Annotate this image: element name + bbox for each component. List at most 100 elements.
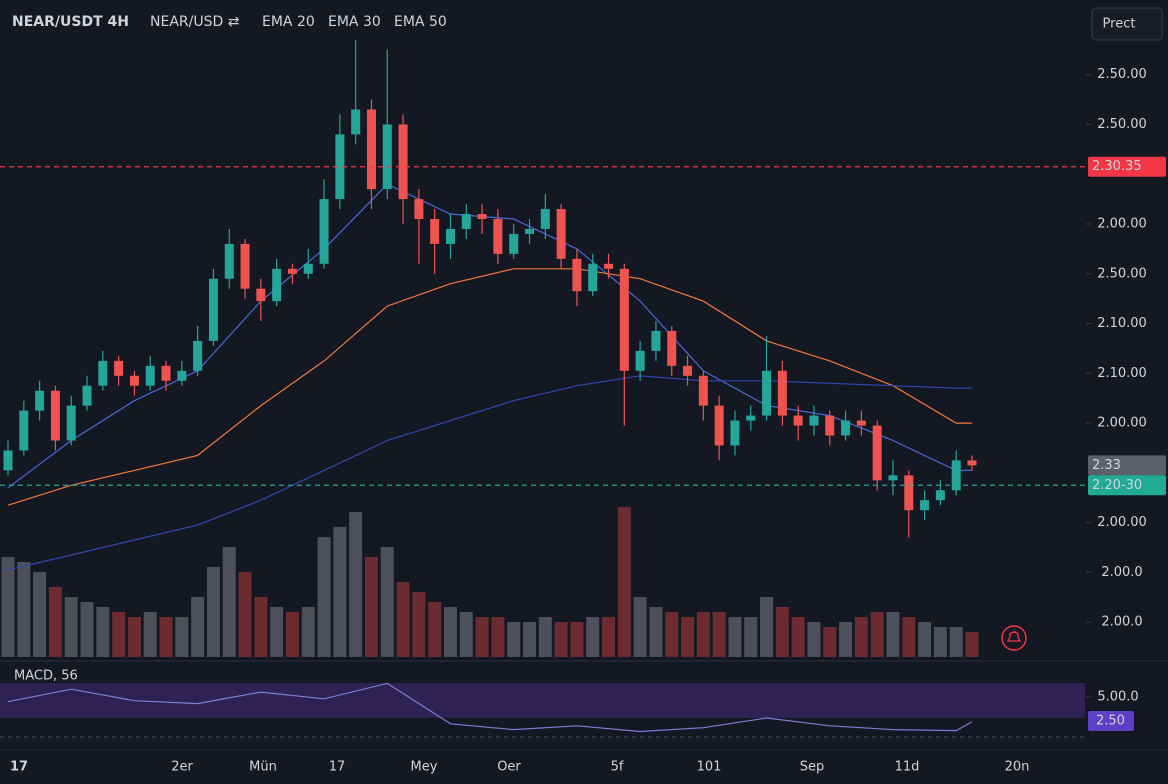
- y-tick-label: 2.00.0: [1101, 615, 1142, 630]
- candle-body: [398, 124, 408, 200]
- y-tick-label: 2.50.00: [1097, 67, 1147, 82]
- candle-body: [351, 109, 361, 135]
- volume-bar: [554, 622, 568, 657]
- candle-body: [698, 375, 708, 406]
- volume-bar: [791, 617, 805, 657]
- volume-bar: [222, 547, 236, 657]
- price-tag: [1088, 455, 1166, 476]
- volume-bar: [728, 617, 742, 657]
- candle-body: [872, 425, 882, 481]
- macd-title: MACD, 56: [14, 669, 78, 684]
- candle-body: [445, 228, 455, 244]
- y-tick-label: 2.00.0: [1101, 565, 1142, 580]
- alarm-bell[interactable]: [1006, 631, 1022, 642]
- volume-bar: [886, 612, 900, 657]
- candle-body: [619, 268, 629, 371]
- volume-bar: [696, 612, 710, 657]
- candle-body: [382, 124, 392, 190]
- volume-bar: [823, 627, 837, 657]
- volume-bar: [317, 537, 331, 657]
- candle-body: [841, 420, 851, 436]
- candle-body: [856, 420, 866, 426]
- candle-body: [35, 390, 45, 411]
- candle-body: [114, 360, 124, 376]
- pair: NEAR/USD ⇄: [150, 14, 240, 30]
- candle-body: [509, 233, 519, 254]
- price-tag-label: 2.20-30: [1092, 478, 1142, 493]
- candle-body: [145, 365, 155, 386]
- volume-bar: [17, 562, 31, 657]
- legend-entry: EMA 20: [262, 14, 315, 30]
- candle-body: [572, 258, 582, 292]
- y-tick-label: 2.00.00: [1097, 515, 1147, 530]
- volume-bar: [949, 627, 963, 657]
- candle-body: [730, 420, 740, 446]
- button-label[interactable]: Prect: [1103, 17, 1136, 32]
- volume-bar: [507, 622, 521, 657]
- volume-bar: [649, 607, 663, 657]
- candle-body: [746, 415, 756, 421]
- volume-bar: [744, 617, 758, 657]
- y-tick-label: 2.00.00: [1097, 216, 1147, 231]
- volume-bar: [538, 617, 552, 657]
- price-tag-label: 2.30.35: [1092, 159, 1142, 174]
- volume-bar: [918, 622, 932, 657]
- candle-body: [98, 360, 108, 386]
- button[interactable]: [1091, 7, 1163, 41]
- candle-body: [935, 490, 945, 501]
- time-label: 20n: [1005, 760, 1030, 775]
- macd-tag-label: 2.50: [1096, 713, 1125, 728]
- candle-body: [256, 288, 266, 302]
- volume-bar: [206, 567, 220, 657]
- macd-tick-label: 5.00.0: [1097, 689, 1138, 704]
- time-label: Mey: [411, 760, 438, 775]
- candle-body: [366, 109, 376, 190]
- candle-body: [951, 460, 961, 491]
- volume-bar: [491, 617, 505, 657]
- candle-body: [888, 475, 898, 481]
- macd-tag: [1088, 710, 1134, 731]
- volume-bar: [443, 607, 457, 657]
- candle-body: [651, 330, 661, 351]
- volume-bar: [681, 617, 695, 657]
- candle-body: [588, 263, 598, 292]
- volume-bar: [380, 547, 394, 657]
- volume-bar: [854, 617, 868, 657]
- volume-bar: [586, 617, 600, 657]
- time-label: 17: [10, 760, 28, 775]
- volume-bar: [459, 612, 473, 657]
- candle-body: [920, 500, 930, 511]
- ema-line: [7, 375, 972, 571]
- volume-bar: [602, 617, 616, 657]
- volume-bar: [870, 612, 884, 657]
- candle-body: [762, 370, 772, 416]
- y-tick-label: 2.10.00: [1097, 316, 1147, 331]
- candle-body: [319, 199, 329, 264]
- price-tag-label: 2.33: [1092, 458, 1121, 473]
- volume-bar: [270, 607, 284, 657]
- candle-body: [525, 228, 535, 234]
- price-tag: [1088, 475, 1166, 496]
- volume-bar: [570, 622, 584, 657]
- candle-body: [430, 219, 440, 244]
- volume-bar: [807, 622, 821, 657]
- candle-body: [967, 460, 977, 466]
- candle-body: [208, 278, 218, 341]
- volume-bar: [333, 527, 347, 657]
- candle-body: [714, 405, 724, 446]
- volume-bar: [364, 557, 378, 657]
- candle-body: [335, 134, 345, 200]
- volume-bar: [96, 607, 110, 657]
- volume-bar: [285, 612, 299, 657]
- symbol: NEAR/USDT 4H: [12, 14, 129, 30]
- candle-body: [240, 243, 250, 289]
- candle-body: [3, 450, 13, 471]
- volume-bar: [254, 597, 268, 657]
- volume-bar: [712, 612, 726, 657]
- volume-bar: [839, 622, 853, 657]
- volume-bar: [617, 507, 631, 657]
- volume-bar: [965, 632, 979, 657]
- alarm-icon[interactable]: [1001, 625, 1027, 651]
- volume-bar: [112, 612, 126, 657]
